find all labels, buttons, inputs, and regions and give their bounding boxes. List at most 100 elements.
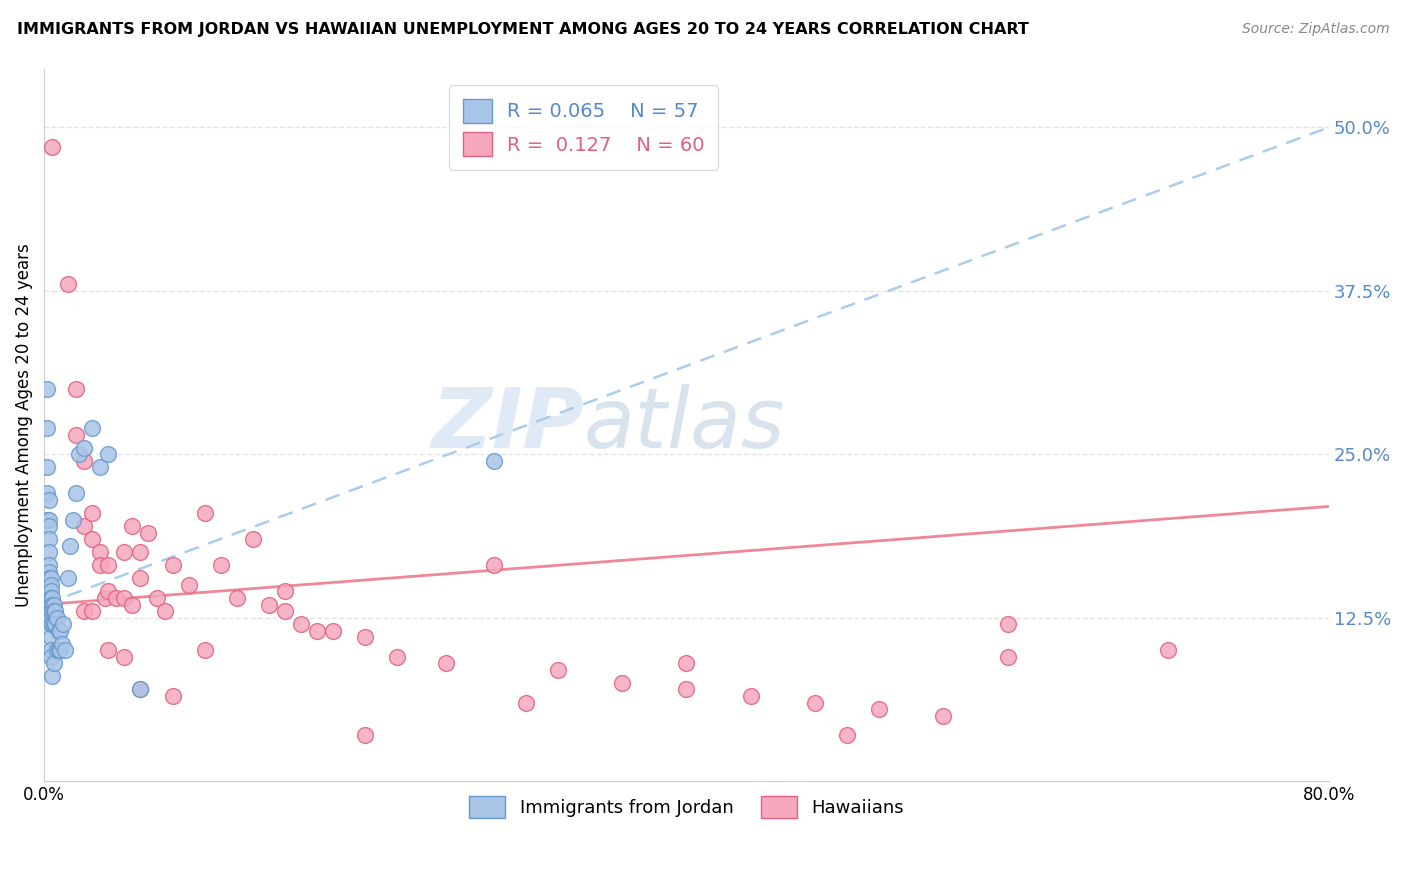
Text: atlas: atlas [583, 384, 786, 466]
Point [39, 604, 62, 618]
Point [89, 460, 111, 475]
Point [82, 506, 104, 520]
Point [39, 571, 62, 585]
Point [73, 441, 96, 455]
Point [82, 532, 104, 546]
Text: IMMIGRANTS FROM JORDAN VS HAWAIIAN UNEMPLOYMENT AMONG AGES 20 TO 24 YEARS CORREL: IMMIGRANTS FROM JORDAN VS HAWAIIAN UNEMP… [17, 22, 1029, 37]
Text: Source: ZipAtlas.com: Source: ZipAtlas.com [1241, 22, 1389, 37]
Point [38, 565, 60, 579]
Point [39, 643, 62, 657]
Point [434, 657, 457, 671]
Point [62, 512, 84, 526]
Point [52, 617, 75, 632]
Point [37, 421, 59, 435]
Point [257, 598, 280, 612]
Point [112, 545, 135, 559]
Point [37, 512, 59, 526]
Point [740, 689, 762, 703]
Point [39, 598, 62, 612]
Point [38, 512, 60, 526]
Point [65, 486, 87, 500]
Legend: Immigrants from Jordan, Hawaiians: Immigrants from Jordan, Hawaiians [463, 789, 911, 825]
Point [41, 591, 63, 605]
Point [49, 643, 72, 657]
Point [177, 578, 200, 592]
Point [997, 649, 1019, 664]
Point [38, 532, 60, 546]
Point [225, 591, 247, 605]
Point [515, 696, 537, 710]
Point [44, 617, 66, 632]
Point [105, 591, 128, 605]
Point [145, 591, 167, 605]
Point [38, 519, 60, 533]
Point [37, 460, 59, 475]
Point [162, 689, 184, 703]
Point [38, 591, 60, 605]
Point [1157, 643, 1180, 657]
Point [547, 663, 569, 677]
Point [162, 558, 184, 573]
Point [38, 492, 60, 507]
Point [46, 610, 69, 624]
Point [37, 382, 59, 396]
Point [482, 453, 505, 467]
Point [97, 584, 120, 599]
Point [94, 591, 117, 605]
Point [242, 532, 264, 546]
Point [322, 624, 344, 638]
Point [48, 643, 70, 657]
Point [37, 486, 59, 500]
Point [121, 598, 143, 612]
Point [482, 558, 505, 573]
Point [129, 682, 152, 697]
Point [675, 682, 697, 697]
Point [112, 591, 135, 605]
Point [194, 643, 217, 657]
Point [65, 382, 87, 396]
Point [39, 584, 62, 599]
Point [274, 584, 297, 599]
Point [38, 545, 60, 559]
Point [138, 525, 160, 540]
Point [82, 421, 104, 435]
Point [153, 604, 176, 618]
Point [129, 571, 152, 585]
Point [73, 604, 96, 618]
Point [89, 558, 111, 573]
Point [89, 545, 111, 559]
Point [612, 676, 634, 690]
Point [39, 578, 62, 592]
Point [59, 539, 82, 553]
Point [42, 657, 65, 671]
Text: ZIP: ZIP [432, 384, 583, 466]
Point [58, 571, 80, 585]
Point [112, 649, 135, 664]
Point [39, 617, 62, 632]
Point [354, 630, 377, 644]
Point [41, 140, 63, 154]
Point [73, 519, 96, 533]
Point [209, 558, 232, 573]
Point [41, 604, 63, 618]
Point [290, 617, 312, 632]
Point [38, 558, 60, 573]
Point [42, 598, 65, 612]
Point [38, 571, 60, 585]
Point [868, 702, 890, 716]
Point [65, 427, 87, 442]
Point [387, 649, 409, 664]
Point [41, 598, 63, 612]
Point [42, 604, 65, 618]
Point [97, 558, 120, 573]
Point [82, 604, 104, 618]
Point [129, 545, 152, 559]
Point [932, 708, 955, 723]
Point [274, 604, 297, 618]
Point [41, 669, 63, 683]
Point [44, 604, 66, 618]
Point [307, 624, 329, 638]
Point [38, 584, 60, 599]
Point [58, 277, 80, 292]
Point [51, 637, 73, 651]
